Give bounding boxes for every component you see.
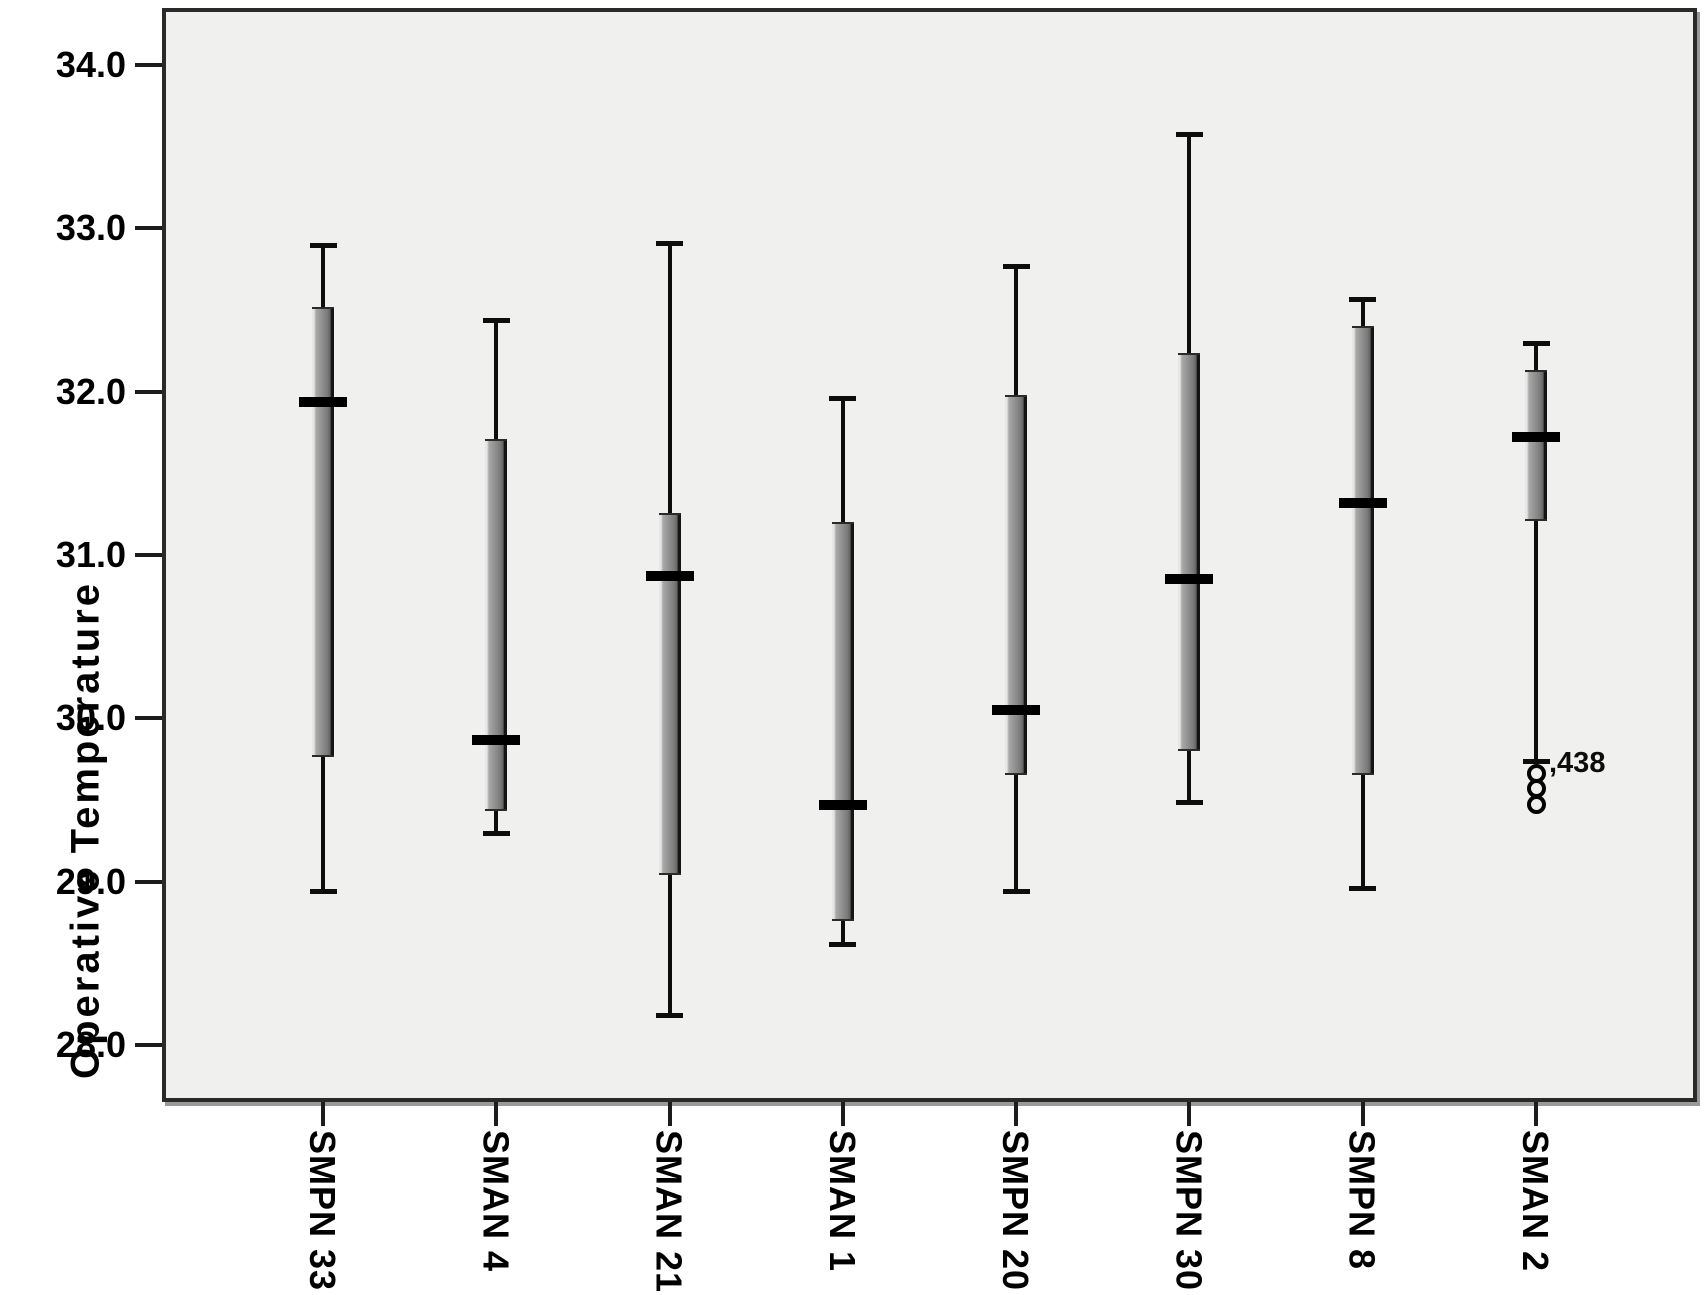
box <box>831 522 854 921</box>
y-tick-label: 30.0 <box>55 697 126 739</box>
whisker-cap-lower <box>482 830 510 836</box>
whisker-lower <box>667 875 672 1016</box>
x-tick-label-3: SMAN 21 <box>648 1130 690 1294</box>
whisker-upper <box>494 319 499 440</box>
box <box>1351 326 1374 776</box>
y-tick-label: 34.0 <box>55 44 126 86</box>
y-axis-title: Operative Temperature <box>63 581 108 1079</box>
whisker-cap-upper <box>1002 263 1030 269</box>
whisker-cap-upper <box>1175 131 1203 137</box>
x-tick <box>840 1102 845 1126</box>
median-line <box>818 799 867 810</box>
whisker-lower <box>1534 520 1538 761</box>
whisker-lower <box>840 920 845 944</box>
x-tick <box>667 1102 672 1126</box>
y-tick-label: 31.0 <box>55 534 126 575</box>
whisker-cap-lower <box>1522 758 1550 764</box>
y-tick-label: 33.0 <box>55 207 126 249</box>
whisker-cap-lower <box>309 889 337 895</box>
median-line <box>1165 574 1214 585</box>
whisker-upper <box>1187 133 1192 353</box>
whisker-upper <box>1534 342 1538 371</box>
y-tick <box>135 389 162 394</box>
x-tick <box>494 1102 499 1126</box>
median-line <box>1338 497 1387 508</box>
whisker-lower <box>494 811 499 833</box>
whisker-cap-lower <box>1349 886 1377 892</box>
whisker-cap-upper <box>1349 296 1377 302</box>
x-tick <box>1360 1102 1365 1126</box>
whisker-cap-upper <box>309 242 337 248</box>
whisker-upper <box>840 398 845 523</box>
x-tick-label-7: SMPN 8 <box>1341 1130 1383 1271</box>
median-line <box>645 571 694 582</box>
y-tick <box>135 226 162 231</box>
whisker-lower <box>1187 750 1192 802</box>
box <box>1178 352 1201 751</box>
outlier-value-label: ,438 <box>1549 746 1606 779</box>
whisker-upper <box>667 243 672 513</box>
whisker-upper <box>321 244 325 307</box>
outlier-circle <box>1526 795 1546 815</box>
median-line <box>1512 432 1560 443</box>
x-tick-label-4: SMAN 1 <box>821 1130 863 1273</box>
whisker-cap-lower <box>829 941 857 947</box>
median-line <box>992 705 1041 716</box>
box <box>312 306 334 758</box>
box <box>1005 394 1028 776</box>
x-tick-label-6: SMPN 30 <box>1168 1130 1210 1292</box>
whisker-lower <box>1360 775 1365 889</box>
y-tick <box>135 716 162 721</box>
x-tick <box>1187 1102 1192 1126</box>
median-line <box>472 734 521 745</box>
box <box>658 512 681 876</box>
y-tick-label: 32.0 <box>55 370 126 412</box>
whisker-cap-lower <box>1175 799 1203 805</box>
y-tick-label: 28.0 <box>55 1023 126 1065</box>
x-tick <box>321 1102 325 1126</box>
y-tick <box>135 879 162 884</box>
whisker-cap-upper <box>829 396 857 402</box>
x-tick-label-5: SMPN 20 <box>995 1130 1037 1292</box>
whisker-cap-upper <box>656 241 684 247</box>
box <box>485 439 508 812</box>
whisker-cap-upper <box>482 317 510 323</box>
y-tick <box>135 63 162 68</box>
whisker-cap-lower <box>656 1013 684 1019</box>
whisker-upper <box>1014 265 1019 395</box>
y-tick <box>135 553 162 557</box>
whisker-lower <box>321 757 325 892</box>
median-line <box>299 396 347 407</box>
whisker-cap-upper <box>1522 340 1550 346</box>
whisker-upper <box>1360 298 1365 327</box>
y-tick <box>135 1042 162 1047</box>
plot-frame <box>162 8 1697 1102</box>
x-tick-label-2: SMAN 4 <box>475 1130 517 1273</box>
x-tick-label-8: SMAN 2 <box>1515 1130 1556 1273</box>
x-tick <box>1014 1102 1019 1126</box>
box <box>1525 370 1547 521</box>
x-tick <box>1534 1102 1538 1126</box>
x-tick-label-1: SMPN 33 <box>302 1130 343 1292</box>
y-tick-label: 29.0 <box>55 860 126 902</box>
whisker-lower <box>1014 775 1019 892</box>
whisker-cap-lower <box>1002 889 1030 895</box>
